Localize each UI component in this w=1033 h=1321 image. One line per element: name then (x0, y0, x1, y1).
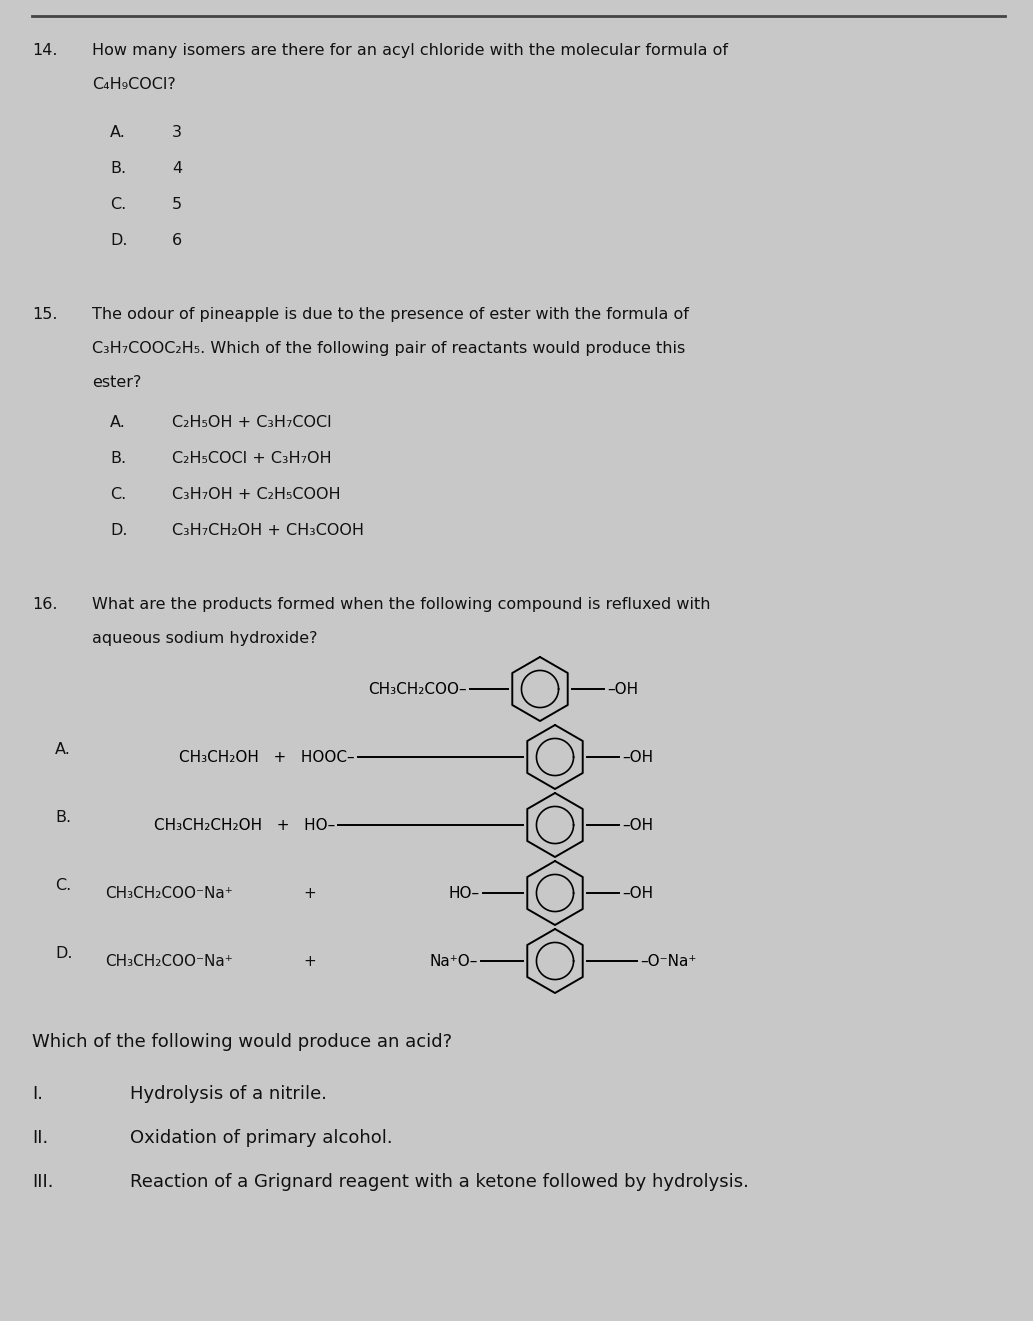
Text: CH₃CH₂COO–: CH₃CH₂COO– (369, 682, 467, 696)
Text: –OH: –OH (622, 818, 653, 832)
Text: B.: B. (109, 450, 126, 466)
Text: D.: D. (109, 523, 127, 538)
Text: HO–: HO– (449, 885, 480, 901)
Text: D.: D. (55, 946, 72, 960)
Text: Hydrolysis of a nitrile.: Hydrolysis of a nitrile. (130, 1085, 327, 1103)
Text: +: + (304, 954, 316, 968)
Text: 5: 5 (173, 197, 182, 211)
Text: How many isomers are there for an acyl chloride with the molecular formula of: How many isomers are there for an acyl c… (92, 44, 728, 58)
Text: C.: C. (55, 878, 71, 893)
Text: 3: 3 (173, 125, 182, 140)
Text: B.: B. (55, 810, 71, 826)
Text: –O⁻Na⁺: –O⁻Na⁺ (640, 954, 696, 968)
Text: C₃H₇OH + C₂H₅COOH: C₃H₇OH + C₂H₅COOH (173, 487, 341, 502)
Text: 6: 6 (173, 232, 182, 248)
Text: C₃H₇COOC₂H₅. Which of the following pair of reactants would produce this: C₃H₇COOC₂H₅. Which of the following pair… (92, 341, 685, 355)
Text: A.: A. (55, 742, 71, 757)
Text: III.: III. (32, 1173, 54, 1192)
Text: C₂H₅COCl + C₃H₇OH: C₂H₅COCl + C₃H₇OH (173, 450, 332, 466)
Text: C₄H₉COCl?: C₄H₉COCl? (92, 77, 176, 92)
Text: CH₃CH₂COO⁻Na⁺: CH₃CH₂COO⁻Na⁺ (105, 954, 232, 968)
Text: A.: A. (109, 125, 126, 140)
Text: C.: C. (109, 197, 126, 211)
Text: 4: 4 (173, 161, 182, 176)
Text: Na⁺O–: Na⁺O– (430, 954, 478, 968)
Text: II.: II. (32, 1129, 49, 1147)
Text: 15.: 15. (32, 306, 58, 322)
Text: CH₃CH₂COO⁻Na⁺: CH₃CH₂COO⁻Na⁺ (105, 885, 232, 901)
Text: aqueous sodium hydroxide?: aqueous sodium hydroxide? (92, 631, 317, 646)
Text: Oxidation of primary alcohol.: Oxidation of primary alcohol. (130, 1129, 393, 1147)
Text: Reaction of a Grignard reagent with a ketone followed by hydrolysis.: Reaction of a Grignard reagent with a ke… (130, 1173, 749, 1192)
Text: What are the products formed when the following compound is refluxed with: What are the products formed when the fo… (92, 597, 711, 612)
Text: –OH: –OH (622, 885, 653, 901)
Text: –OH: –OH (622, 749, 653, 765)
Text: 16.: 16. (32, 597, 58, 612)
Text: –OH: –OH (607, 682, 638, 696)
Text: C₂H₅OH + C₃H₇COCl: C₂H₅OH + C₃H₇COCl (173, 415, 332, 431)
Text: A.: A. (109, 415, 126, 431)
Text: 14.: 14. (32, 44, 58, 58)
Text: The odour of pineapple is due to the presence of ester with the formula of: The odour of pineapple is due to the pre… (92, 306, 689, 322)
Text: Which of the following would produce an acid?: Which of the following would produce an … (32, 1033, 452, 1052)
Text: B.: B. (109, 161, 126, 176)
Text: CH₃CH₂CH₂OH   +   HO–: CH₃CH₂CH₂OH + HO– (154, 818, 335, 832)
Text: D.: D. (109, 232, 127, 248)
Text: I.: I. (32, 1085, 43, 1103)
Text: +: + (304, 885, 316, 901)
Text: C₃H₇CH₂OH + CH₃COOH: C₃H₇CH₂OH + CH₃COOH (173, 523, 364, 538)
Text: ester?: ester? (92, 375, 142, 390)
Text: C.: C. (109, 487, 126, 502)
Text: CH₃CH₂OH   +   HOOC–: CH₃CH₂OH + HOOC– (180, 749, 355, 765)
